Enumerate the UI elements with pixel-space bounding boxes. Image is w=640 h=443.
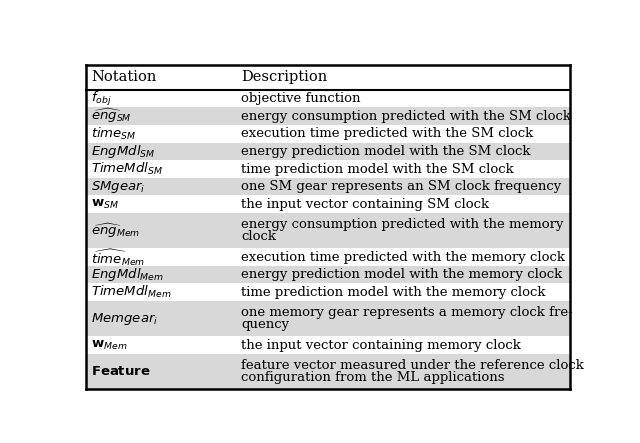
Text: time prediction model with the SM clock: time prediction model with the SM clock xyxy=(241,163,514,175)
Bar xyxy=(86,248,570,266)
Text: $TimeMdl_{SM}$: $TimeMdl_{SM}$ xyxy=(91,161,163,177)
Text: Notation: Notation xyxy=(91,70,156,85)
Text: execution time predicted with the memory clock: execution time predicted with the memory… xyxy=(241,251,565,264)
Bar xyxy=(86,336,570,354)
Bar xyxy=(86,301,570,336)
Text: clock: clock xyxy=(241,230,276,243)
Text: time prediction model with the memory clock: time prediction model with the memory cl… xyxy=(241,286,546,299)
Bar xyxy=(86,195,570,213)
Text: energy consumption predicted with the SM clock: energy consumption predicted with the SM… xyxy=(241,110,572,123)
Text: feature vector measured under the reference clock: feature vector measured under the refere… xyxy=(241,359,584,372)
Text: $Memgear_i$: $Memgear_i$ xyxy=(91,311,158,326)
Bar xyxy=(86,178,570,195)
Text: $\widehat{eng}_{Mem}$: $\widehat{eng}_{Mem}$ xyxy=(91,222,140,240)
Bar xyxy=(86,143,570,160)
Bar xyxy=(86,107,570,125)
Text: $\mathbf{w}_{Mem}$: $\mathbf{w}_{Mem}$ xyxy=(91,338,127,352)
Text: energy prediction model with the memory clock: energy prediction model with the memory … xyxy=(241,268,563,281)
Text: $\mathbf{Feature}$: $\mathbf{Feature}$ xyxy=(91,365,150,378)
Text: $time_{SM}$: $time_{SM}$ xyxy=(91,126,136,142)
Text: $EngMdl_{Mem}$: $EngMdl_{Mem}$ xyxy=(91,266,164,283)
Text: $SMgear_i$: $SMgear_i$ xyxy=(91,179,145,194)
Text: objective function: objective function xyxy=(241,92,361,105)
Text: quency: quency xyxy=(241,318,289,331)
Text: one memory gear represents a memory clock fre-: one memory gear represents a memory cloc… xyxy=(241,307,573,319)
Text: $f_{obj}$: $f_{obj}$ xyxy=(91,89,112,108)
Text: one SM gear represents an SM clock frequency: one SM gear represents an SM clock frequ… xyxy=(241,180,561,193)
Text: energy consumption predicted with the memory: energy consumption predicted with the me… xyxy=(241,218,564,231)
Bar xyxy=(86,266,570,284)
Bar xyxy=(86,125,570,143)
Text: energy prediction model with the SM clock: energy prediction model with the SM cloc… xyxy=(241,145,531,158)
Text: configuration from the ML applications: configuration from the ML applications xyxy=(241,371,505,384)
Text: $\widehat{eng}_{SM}$: $\widehat{eng}_{SM}$ xyxy=(91,107,132,125)
Text: $\mathbf{w}_{SM}$: $\mathbf{w}_{SM}$ xyxy=(91,198,119,211)
Text: execution time predicted with the SM clock: execution time predicted with the SM clo… xyxy=(241,127,534,140)
Text: Description: Description xyxy=(241,70,328,85)
Bar xyxy=(86,90,570,107)
Bar xyxy=(86,354,570,389)
Text: the input vector containing memory clock: the input vector containing memory clock xyxy=(241,338,521,352)
Bar xyxy=(86,213,570,248)
Text: $\widehat{time}_{Mem}$: $\widehat{time}_{Mem}$ xyxy=(91,247,145,268)
Text: $EngMdl_{SM}$: $EngMdl_{SM}$ xyxy=(91,143,156,160)
Bar xyxy=(86,284,570,301)
Text: the input vector containing SM clock: the input vector containing SM clock xyxy=(241,198,490,211)
Bar xyxy=(86,65,570,90)
Bar xyxy=(86,160,570,178)
Text: $TimeMdl_{Mem}$: $TimeMdl_{Mem}$ xyxy=(91,284,172,300)
